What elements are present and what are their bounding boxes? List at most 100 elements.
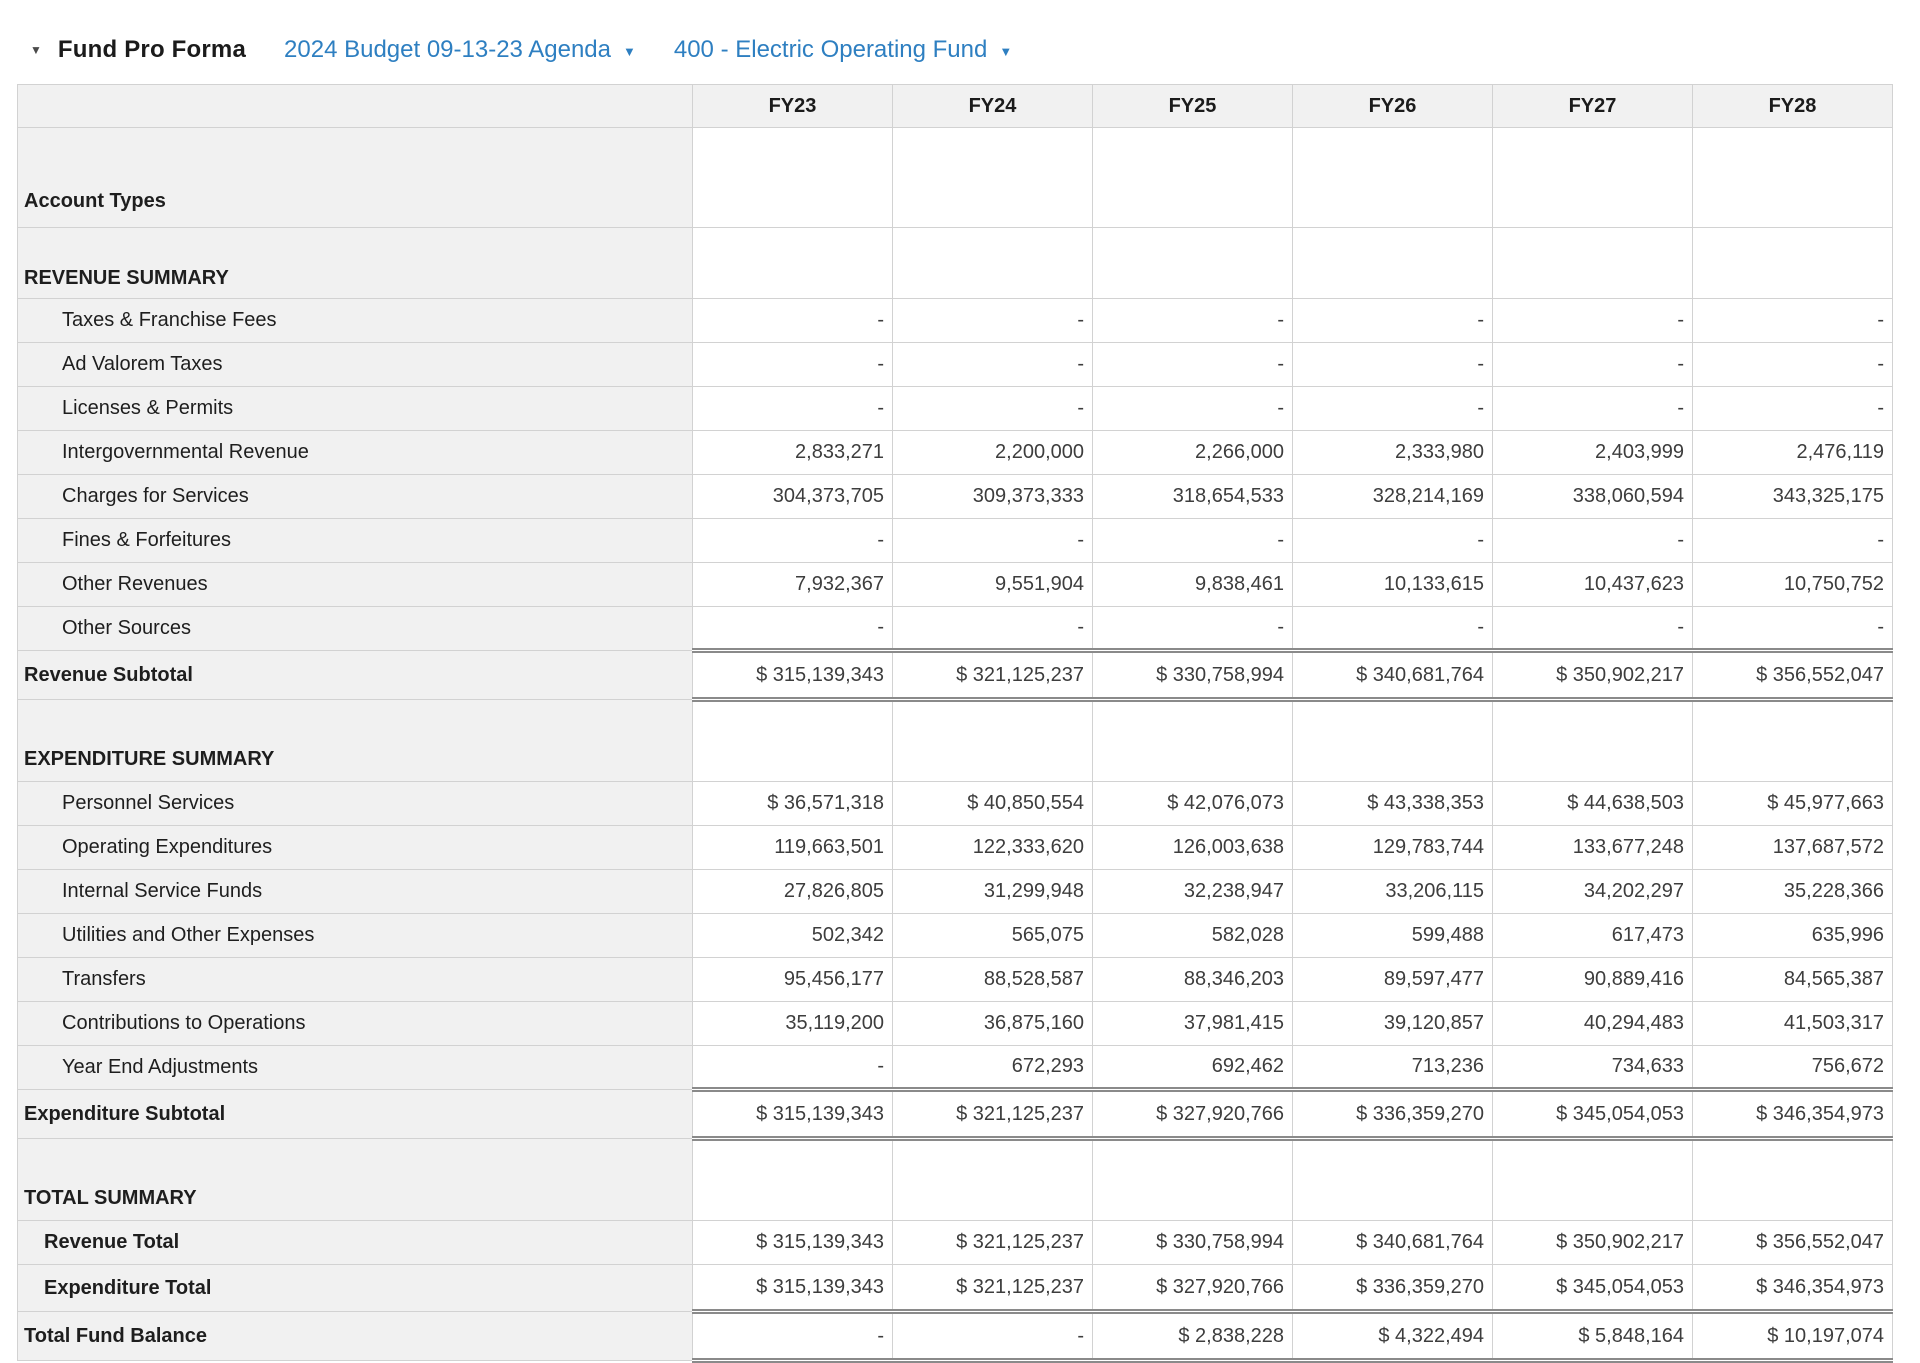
- data-cell-fy25: 9,838,461: [1092, 562, 1293, 607]
- data-cell-fy24: $ 321,125,237: [892, 1264, 1093, 1314]
- data-cell-fy28: [1692, 227, 1893, 299]
- data-cell-fy27: [1492, 699, 1693, 782]
- row-label: Other Sources: [17, 606, 693, 651]
- table-header-row: FY23 FY24 FY25 FY26 FY27 FY28: [17, 84, 1893, 128]
- table-row: REVENUE SUMMARY: [17, 227, 1893, 299]
- data-cell-fy23: -: [692, 606, 893, 651]
- data-cell-fy25: $ 330,758,994: [1092, 1220, 1293, 1265]
- row-label: Taxes & Franchise Fees: [17, 298, 693, 343]
- data-cell-fy24: -: [892, 1311, 1093, 1363]
- column-header-fy27: FY27: [1492, 84, 1693, 128]
- data-cell-fy25: -: [1092, 298, 1293, 343]
- data-cell-fy28: [1692, 127, 1893, 228]
- data-cell-fy25: [1092, 127, 1293, 228]
- caret-down-icon[interactable]: ▼: [622, 44, 636, 59]
- data-cell-fy25: 88,346,203: [1092, 957, 1293, 1002]
- data-cell-fy27: 2,403,999: [1492, 430, 1693, 475]
- data-cell-fy25: $ 42,076,073: [1092, 781, 1293, 826]
- data-cell-fy24: -: [892, 342, 1093, 387]
- data-cell-fy24: [892, 127, 1093, 228]
- row-label: Fines & Forfeitures: [17, 518, 693, 563]
- table-row: EXPENDITURE SUMMARY: [17, 699, 1893, 782]
- data-cell-fy27: -: [1492, 342, 1693, 387]
- data-cell-fy27: -: [1492, 606, 1693, 651]
- data-cell-fy28: -: [1692, 606, 1893, 651]
- data-cell-fy27: $ 44,638,503: [1492, 781, 1693, 826]
- data-cell-fy27: 10,437,623: [1492, 562, 1693, 607]
- data-cell-fy28: 343,325,175: [1692, 474, 1893, 519]
- table-row: Expenditure Total $ 315,139,343 $ 321,125,…: [17, 1264, 1893, 1314]
- row-label: Revenue Subtotal: [17, 650, 693, 700]
- data-cell-fy25: $ 330,758,994: [1092, 648, 1293, 702]
- data-cell-fy23: 304,373,705: [692, 474, 893, 519]
- data-cell-fy27: $ 350,902,217: [1492, 1220, 1693, 1265]
- data-cell-fy23: [692, 699, 893, 782]
- data-cell-fy23: -: [692, 298, 893, 343]
- data-cell-fy28: -: [1692, 298, 1893, 343]
- fund-dropdown[interactable]: 400 - Electric Operating Fund ▼: [674, 36, 1012, 64]
- table-row: Fines & Forfeitures - - - - - -: [17, 518, 1893, 563]
- data-cell-fy26: $ 340,681,764: [1292, 1220, 1493, 1265]
- table-row: Personnel Services $ 36,571,318 $ 40,850,5…: [17, 781, 1893, 826]
- data-cell-fy27: $ 5,848,164: [1492, 1311, 1693, 1363]
- data-cell-fy28: -: [1692, 342, 1893, 387]
- data-cell-fy26: 2,333,980: [1292, 430, 1493, 475]
- data-cell-fy28: 10,750,752: [1692, 562, 1893, 607]
- table-row: Year End Adjustments -672,293 692,462 713,2…: [17, 1045, 1893, 1090]
- data-cell-fy28: $ 346,354,973: [1692, 1264, 1893, 1314]
- table-row: Total Fund Balance - - $ 2,838,228 $ 4,322,4…: [17, 1311, 1893, 1363]
- data-cell-fy25: 126,003,638: [1092, 825, 1293, 870]
- fund-dropdown-label[interactable]: 400 - Electric Operating Fund: [673, 36, 988, 63]
- data-cell-fy26: [1292, 227, 1493, 299]
- row-label: Operating Expenditures: [17, 825, 693, 870]
- data-cell-fy23: [692, 1138, 893, 1221]
- data-cell-fy26: 599,488: [1292, 913, 1493, 958]
- data-cell-fy25: -: [1092, 342, 1293, 387]
- data-cell-fy28: [1692, 699, 1893, 782]
- row-label: Revenue Total: [17, 1220, 693, 1265]
- caret-down-icon[interactable]: ▼: [999, 44, 1013, 59]
- collapse-caret-icon[interactable]: ▼: [30, 43, 42, 57]
- data-cell-fy23: -: [692, 386, 893, 431]
- data-cell-fy28: $ 10,197,074: [1692, 1311, 1893, 1363]
- data-cell-fy26: 89,597,477: [1292, 957, 1493, 1002]
- row-label: Year End Adjustments: [17, 1045, 693, 1090]
- row-label: Intergovernmental Revenue: [17, 430, 693, 475]
- data-cell-fy27: 617,473: [1492, 913, 1693, 958]
- data-cell-fy28: 84,565,387: [1692, 957, 1893, 1002]
- row-label: Other Revenues: [17, 562, 693, 607]
- data-cell-fy24: $ 321,125,237: [892, 648, 1093, 702]
- data-cell-fy23: 502,342: [692, 913, 893, 958]
- data-cell-fy26: 129,783,744: [1292, 825, 1493, 870]
- data-cell-fy26: -: [1292, 606, 1493, 651]
- budget-dropdown-label[interactable]: 2024 Budget 09-13-23 Agenda: [284, 36, 611, 63]
- data-cell-fy25: $ 327,920,766: [1092, 1087, 1293, 1141]
- budget-dropdown[interactable]: 2024 Budget 09-13-23 Agenda ▼: [284, 36, 636, 64]
- row-label: TOTAL SUMMARY: [17, 1138, 693, 1221]
- data-cell-fy24: -: [892, 298, 1093, 343]
- data-cell-fy23: 95,456,177: [692, 957, 893, 1002]
- data-cell-fy27: 338,060,594: [1492, 474, 1693, 519]
- table-row: Revenue Total $ 315,139,343 $ 321,125,237 $…: [17, 1220, 1893, 1265]
- data-cell-fy23: $ 315,139,343: [692, 1264, 893, 1314]
- data-cell-fy27: 34,202,297: [1492, 869, 1693, 914]
- data-cell-fy24: 36,875,160: [892, 1001, 1093, 1046]
- column-header-fy26: FY26: [1292, 84, 1493, 128]
- table-row: Utilities and Other Expenses 502,342 565,0…: [17, 913, 1893, 958]
- row-label: Personnel Services: [17, 781, 693, 826]
- data-cell-fy28: 2,476,119: [1692, 430, 1893, 475]
- page-title: Fund Pro Forma: [57, 36, 247, 63]
- data-cell-fy27: 734,633: [1492, 1045, 1693, 1090]
- table-row: Revenue Subtotal $ 315,139,343 $ 321,125,2…: [17, 648, 1893, 702]
- data-cell-fy24: 31,299,948: [892, 869, 1093, 914]
- row-label: Transfers: [17, 957, 693, 1002]
- table-row: Licenses & Permits - - - - - -: [17, 386, 1893, 431]
- table-row: Account Types: [17, 127, 1893, 228]
- row-label: Charges for Services: [17, 474, 693, 519]
- data-cell-fy25: $ 327,920,766: [1092, 1264, 1293, 1314]
- table-row: Intergovernmental Revenue 2,833,271 2,200,…: [17, 430, 1893, 475]
- row-label: Utilities and Other Expenses: [17, 913, 693, 958]
- table-row: Charges for Services 304,373,705 309,373,3…: [17, 474, 1893, 519]
- data-cell-fy24: -: [892, 386, 1093, 431]
- table-row: Operating Expenditures 119,663,501 122,333…: [17, 825, 1893, 870]
